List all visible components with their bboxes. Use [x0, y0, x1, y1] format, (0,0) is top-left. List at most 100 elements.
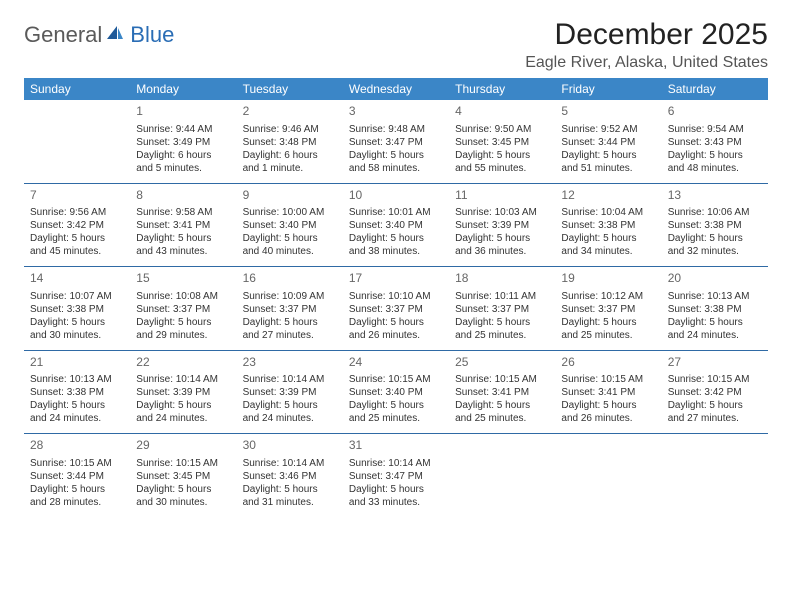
daylight-text: Daylight: 5 hours and 40 minutes.	[243, 232, 337, 258]
calendar-body: 1Sunrise: 9:44 AMSunset: 3:49 PMDaylight…	[24, 100, 768, 517]
calendar-row: 7Sunrise: 9:56 AMSunset: 3:42 PMDaylight…	[24, 183, 768, 267]
calendar-cell: 25Sunrise: 10:15 AMSunset: 3:41 PMDaylig…	[449, 350, 555, 434]
calendar-cell: 3Sunrise: 9:48 AMSunset: 3:47 PMDaylight…	[343, 100, 449, 183]
sunset-text: Sunset: 3:44 PM	[30, 470, 124, 483]
sunrise-text: Sunrise: 10:08 AM	[136, 290, 230, 303]
sunrise-text: Sunrise: 9:44 AM	[136, 123, 230, 136]
sunset-text: Sunset: 3:47 PM	[349, 470, 443, 483]
day-number: 30	[243, 438, 337, 454]
day-number: 25	[455, 355, 549, 371]
day-number: 24	[349, 355, 443, 371]
sunrise-text: Sunrise: 10:15 AM	[668, 373, 762, 386]
sunset-text: Sunset: 3:40 PM	[349, 219, 443, 232]
daylight-text: Daylight: 5 hours and 25 minutes.	[455, 316, 549, 342]
day-number: 23	[243, 355, 337, 371]
calendar-cell: 22Sunrise: 10:14 AMSunset: 3:39 PMDaylig…	[130, 350, 236, 434]
sunrise-text: Sunrise: 10:14 AM	[136, 373, 230, 386]
day-number: 22	[136, 355, 230, 371]
calendar-row: 21Sunrise: 10:13 AMSunset: 3:38 PMDaylig…	[24, 350, 768, 434]
sunset-text: Sunset: 3:38 PM	[30, 386, 124, 399]
sunset-text: Sunset: 3:48 PM	[243, 136, 337, 149]
sunset-text: Sunset: 3:47 PM	[349, 136, 443, 149]
logo-text-general: General	[24, 22, 102, 48]
daylight-text: Daylight: 5 hours and 58 minutes.	[349, 149, 443, 175]
calendar-cell: 27Sunrise: 10:15 AMSunset: 3:42 PMDaylig…	[662, 350, 768, 434]
sunrise-text: Sunrise: 10:14 AM	[349, 457, 443, 470]
day-number: 13	[668, 188, 762, 204]
sunrise-text: Sunrise: 9:54 AM	[668, 123, 762, 136]
calendar-cell: 20Sunrise: 10:13 AMSunset: 3:38 PMDaylig…	[662, 267, 768, 351]
sunset-text: Sunset: 3:45 PM	[455, 136, 549, 149]
weekday-header: Wednesday	[343, 78, 449, 100]
sunrise-text: Sunrise: 10:13 AM	[30, 373, 124, 386]
daylight-text: Daylight: 5 hours and 27 minutes.	[243, 316, 337, 342]
day-number: 11	[455, 188, 549, 204]
sunset-text: Sunset: 3:38 PM	[30, 303, 124, 316]
calendar-cell: 8Sunrise: 9:58 AMSunset: 3:41 PMDaylight…	[130, 183, 236, 267]
sunset-text: Sunset: 3:39 PM	[455, 219, 549, 232]
calendar-cell: 29Sunrise: 10:15 AMSunset: 3:45 PMDaylig…	[130, 434, 236, 517]
day-number: 6	[668, 104, 762, 120]
logo: General Blue	[24, 22, 174, 48]
calendar-cell: 21Sunrise: 10:13 AMSunset: 3:38 PMDaylig…	[24, 350, 130, 434]
logo-text-blue: Blue	[130, 22, 174, 48]
daylight-text: Daylight: 5 hours and 45 minutes.	[30, 232, 124, 258]
calendar-cell: 11Sunrise: 10:03 AMSunset: 3:39 PMDaylig…	[449, 183, 555, 267]
day-number: 9	[243, 188, 337, 204]
sunset-text: Sunset: 3:37 PM	[136, 303, 230, 316]
sunrise-text: Sunrise: 10:15 AM	[455, 373, 549, 386]
daylight-text: Daylight: 5 hours and 24 minutes.	[30, 399, 124, 425]
day-number: 14	[30, 271, 124, 287]
calendar-cell: 23Sunrise: 10:14 AMSunset: 3:39 PMDaylig…	[237, 350, 343, 434]
calendar-cell: 24 Sunrise: 10:15 AMSunset: 3:40 PMDaylig…	[343, 350, 449, 434]
daylight-text: Daylight: 5 hours and 28 minutes.	[30, 483, 124, 509]
sunset-text: Sunset: 3:41 PM	[455, 386, 549, 399]
calendar-cell: 9Sunrise: 10:00 AMSunset: 3:40 PMDayligh…	[237, 183, 343, 267]
day-number: 16	[243, 271, 337, 287]
sunrise-text: Sunrise: 10:01 AM	[349, 206, 443, 219]
weekday-header-row: Sunday Monday Tuesday Wednesday Thursday…	[24, 78, 768, 100]
sunset-text: Sunset: 3:40 PM	[349, 386, 443, 399]
day-number: 3	[349, 104, 443, 120]
calendar-cell	[662, 434, 768, 517]
sunset-text: Sunset: 3:38 PM	[668, 219, 762, 232]
sunrise-text: Sunrise: 10:15 AM	[349, 373, 443, 386]
weekday-header: Thursday	[449, 78, 555, 100]
calendar-cell: 17Sunrise: 10:10 AMSunset: 3:37 PMDaylig…	[343, 267, 449, 351]
month-title: December 2025	[525, 18, 768, 52]
day-number: 2	[243, 104, 337, 120]
calendar-cell: 1Sunrise: 9:44 AMSunset: 3:49 PMDaylight…	[130, 100, 236, 183]
daylight-text: Daylight: 5 hours and 48 minutes.	[668, 149, 762, 175]
daylight-text: Daylight: 5 hours and 30 minutes.	[30, 316, 124, 342]
day-number: 20	[668, 271, 762, 287]
sunrise-text: Sunrise: 9:58 AM	[136, 206, 230, 219]
daylight-text: Daylight: 5 hours and 29 minutes.	[136, 316, 230, 342]
calendar-cell: 30Sunrise: 10:14 AMSunset: 3:46 PMDaylig…	[237, 434, 343, 517]
calendar-cell: 14 Sunrise: 10:07 AMSunset: 3:38 PMDaylig…	[24, 267, 130, 351]
calendar-row: 28Sunrise: 10:15 AMSunset: 3:44 PMDaylig…	[24, 434, 768, 517]
calendar-cell: 26Sunrise: 10:15 AMSunset: 3:41 PMDaylig…	[555, 350, 661, 434]
sunrise-text: Sunrise: 10:06 AM	[668, 206, 762, 219]
sunset-text: Sunset: 3:49 PM	[136, 136, 230, 149]
daylight-text: Daylight: 6 hours and 5 minutes.	[136, 149, 230, 175]
sunrise-text: Sunrise: 9:52 AM	[561, 123, 655, 136]
sunset-text: Sunset: 3:41 PM	[136, 219, 230, 232]
weekday-header: Monday	[130, 78, 236, 100]
daylight-text: Daylight: 5 hours and 25 minutes.	[349, 399, 443, 425]
sunset-text: Sunset: 3:38 PM	[561, 219, 655, 232]
location: Eagle River, Alaska, United States	[525, 54, 768, 72]
sunrise-text: Sunrise: 10:13 AM	[668, 290, 762, 303]
day-number: 15	[136, 271, 230, 287]
weekday-header: Sunday	[24, 78, 130, 100]
daylight-text: Daylight: 5 hours and 33 minutes.	[349, 483, 443, 509]
calendar-cell: 28Sunrise: 10:15 AMSunset: 3:44 PMDaylig…	[24, 434, 130, 517]
daylight-text: Daylight: 5 hours and 43 minutes.	[136, 232, 230, 258]
sunset-text: Sunset: 3:39 PM	[243, 386, 337, 399]
sunrise-text: Sunrise: 10:07 AM	[30, 290, 124, 303]
sunrise-text: Sunrise: 10:12 AM	[561, 290, 655, 303]
sunset-text: Sunset: 3:37 PM	[243, 303, 337, 316]
calendar-row: 14Sunrise: 10:07 AMSunset: 3:38 PMDaylig…	[24, 267, 768, 351]
sunset-text: Sunset: 3:39 PM	[136, 386, 230, 399]
logo-sail-icon	[105, 24, 125, 47]
sunrise-text: Sunrise: 9:50 AM	[455, 123, 549, 136]
